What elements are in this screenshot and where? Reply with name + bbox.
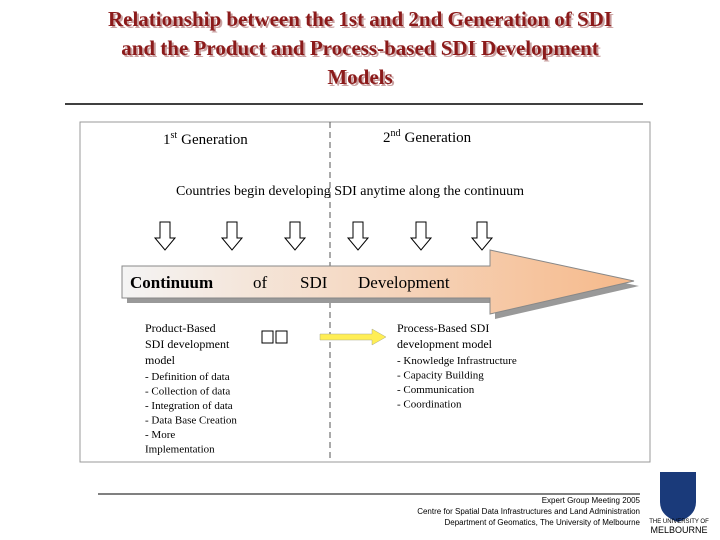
continuum-arrow [121, 249, 635, 315]
down-arrow [470, 221, 494, 251]
continuum-word: Development [358, 273, 450, 292]
down-arrow [220, 221, 244, 251]
model-item: Implementation [145, 444, 215, 456]
footer: Expert Group Meeting 2005 Centre for Spat… [417, 496, 640, 527]
title-shadow: and the Product and Process-based SDI De… [123, 38, 601, 62]
product-model: Product-Based SDI development model - Defin… [145, 321, 237, 456]
down-arrows [153, 221, 494, 251]
footer-line: Department of Geomatics, The University … [445, 518, 641, 527]
continuum-word: of [253, 273, 268, 292]
model-item: - Coordination [397, 399, 462, 411]
model-item: - Integration of data [145, 400, 233, 412]
title: Relationship between the 1st and 2nd Gen… [108, 7, 614, 91]
model-item: - Definition of data [145, 371, 230, 383]
process-model: Process-Based SDI development model - Know… [397, 321, 517, 411]
icon [275, 330, 288, 344]
model-item: - Knowledge Infrastructure [397, 355, 517, 367]
title-line: Relationship between the 1st and 2nd Gen… [108, 7, 612, 31]
footer-line: Centre for Spatial Data Infrastructures … [417, 507, 640, 516]
model-heading: Product-Based [145, 321, 216, 335]
down-arrow [346, 221, 370, 251]
down-arrow [409, 221, 433, 251]
model-heading: SDI development [145, 337, 230, 351]
continuum-word: Continuum [130, 273, 213, 292]
model-heading: Process-Based SDI [397, 321, 489, 335]
logo-shield [660, 472, 696, 522]
title-shadow: Models [329, 67, 394, 91]
second-generation: 2nd Generation [383, 128, 472, 146]
model-item: - Communication [397, 384, 475, 396]
first-generation: 1st Generation [163, 130, 248, 148]
model-item: - Collection of data [145, 386, 230, 398]
title-shadow: Relationship between the 1st and 2nd Gen… [110, 9, 614, 33]
logo-line: MELBOURNE [650, 525, 707, 535]
continuum-label: Continuum of SDI Development [130, 273, 450, 292]
icon [261, 330, 274, 344]
model-heading: development model [397, 337, 493, 351]
continuum-word: SDI [300, 273, 328, 292]
statement: Countries begin developing SDI anytime a… [176, 184, 524, 199]
title-line: and the Product and Process-based SDI De… [121, 36, 599, 60]
model-item: - More [145, 429, 175, 441]
transition-arrow [319, 328, 387, 346]
model-item: - Capacity Building [397, 370, 484, 382]
title-line: Models [327, 65, 392, 89]
down-arrow [153, 221, 177, 251]
footer-line: Expert Group Meeting 2005 [542, 496, 641, 505]
down-arrow [283, 221, 307, 251]
model-item: - Data Base Creation [145, 415, 237, 427]
model-heading: model [145, 353, 176, 367]
logo-line: THE UNIVERSITY OF [649, 519, 709, 525]
